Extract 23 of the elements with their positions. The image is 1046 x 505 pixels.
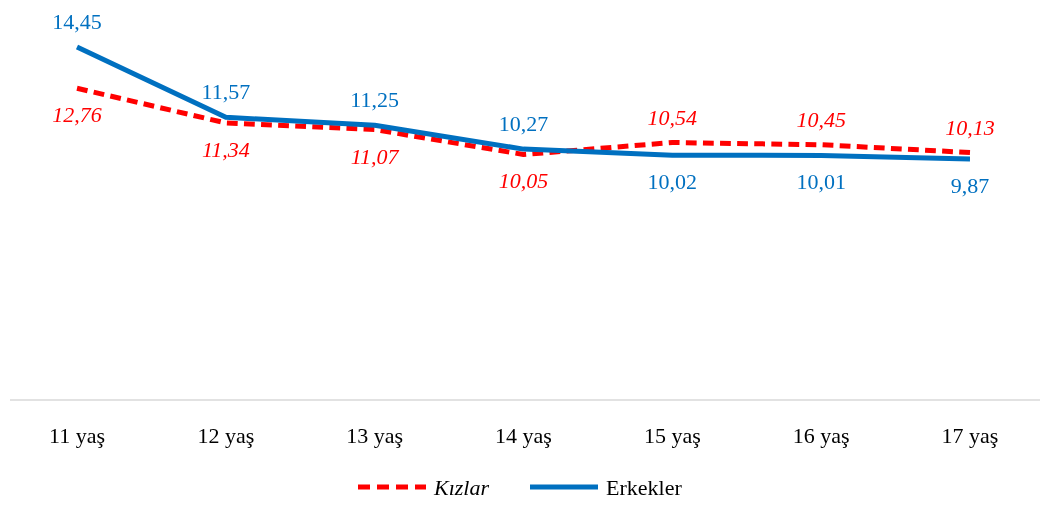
data-label: 9,87 (950, 172, 990, 198)
data-label: 10,02 (647, 169, 698, 195)
data-label: 10,45 (796, 106, 846, 132)
legend-label: Erkekler (606, 475, 683, 500)
x-tick-label: 11 yaş (48, 423, 106, 448)
x-tick-label: 12 yaş (197, 423, 255, 448)
data-label: 10,01 (796, 169, 846, 195)
data-label: 12,76 (52, 102, 102, 128)
x-tick-label: 14 yaş (495, 423, 552, 448)
data-label: 10,27 (498, 111, 549, 137)
data-label: 10,54 (647, 104, 698, 130)
x-tick-label: 17 yaş (941, 423, 999, 448)
data-label: 11,07 (350, 143, 400, 169)
x-tick-label: 15 yaş (643, 423, 701, 448)
x-tick-label: 16 yaş (792, 423, 850, 448)
data-label: 11,34 (201, 136, 250, 162)
data-label: 11,25 (350, 87, 400, 113)
data-label: 14,45 (52, 9, 102, 34)
x-tick-label: 13 yaş (346, 423, 404, 448)
data-label: 10,05 (498, 168, 549, 194)
legend-label: Kızlar (433, 475, 490, 500)
data-label: 11,57 (201, 79, 251, 105)
data-label: 10,13 (945, 114, 995, 140)
